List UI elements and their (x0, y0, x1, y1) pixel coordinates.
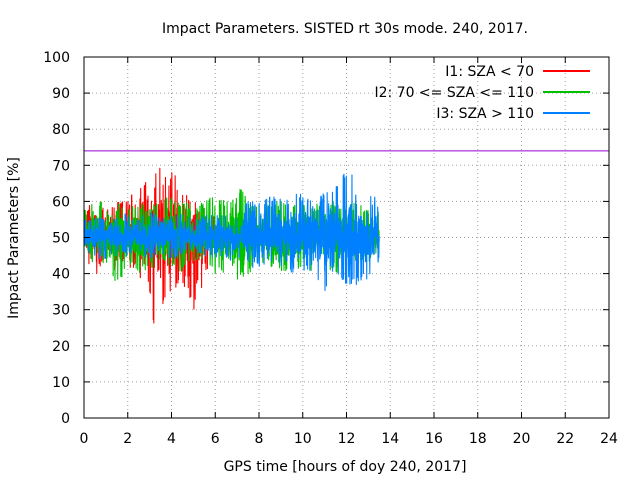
y-tick-label: 40 (52, 267, 70, 283)
x-tick-label: 14 (381, 431, 399, 447)
y-tick-label: 90 (52, 86, 70, 102)
x-tick-label: 16 (425, 431, 443, 447)
y-tick-label: 100 (43, 50, 70, 66)
y-tick-label: 60 (52, 194, 70, 210)
x-tick-label: 4 (167, 431, 176, 447)
y-tick-label: 50 (52, 231, 70, 247)
y-tick-label: 30 (52, 303, 70, 319)
y-tick-label: 20 (52, 339, 70, 355)
x-tick-label: 0 (80, 431, 89, 447)
data-series (83, 167, 380, 324)
x-tick-label: 8 (255, 431, 264, 447)
x-tick-label: 24 (600, 431, 618, 447)
y-axis-label: Impact Parameters [%] (6, 157, 22, 319)
x-tick-label: 10 (294, 431, 312, 447)
x-tick-label: 6 (211, 431, 220, 447)
x-tick-label: 18 (469, 431, 487, 447)
legend-label-1: I1: SZA < 70 (445, 64, 534, 80)
legend-label-3: I3: SZA > 110 (436, 106, 534, 122)
legend: I1: SZA < 70 I2: 70 <= SZA <= 110 I3: SZA … (374, 64, 590, 122)
y-axis-ticks: 0 10 20 30 40 50 60 70 80 90 100 (43, 50, 609, 427)
y-tick-label: 10 (52, 375, 70, 391)
x-axis-label: GPS time [hours of doy 240, 2017] (224, 459, 467, 475)
x-axis-ticks: 0 2 4 6 8 10 12 14 16 18 20 22 24 (80, 57, 618, 447)
y-tick-label: 0 (61, 411, 70, 427)
chart-title: Impact Parameters. SISTED rt 30s mode. 2… (162, 21, 528, 37)
legend-label-2: I2: 70 <= SZA <= 110 (374, 85, 534, 101)
x-tick-label: 12 (338, 431, 356, 447)
y-tick-label: 80 (52, 122, 70, 138)
x-tick-label: 22 (556, 431, 574, 447)
series-line-3 (83, 173, 380, 292)
y-tick-label: 70 (52, 158, 70, 174)
x-tick-label: 20 (513, 431, 531, 447)
x-tick-label: 2 (123, 431, 132, 447)
